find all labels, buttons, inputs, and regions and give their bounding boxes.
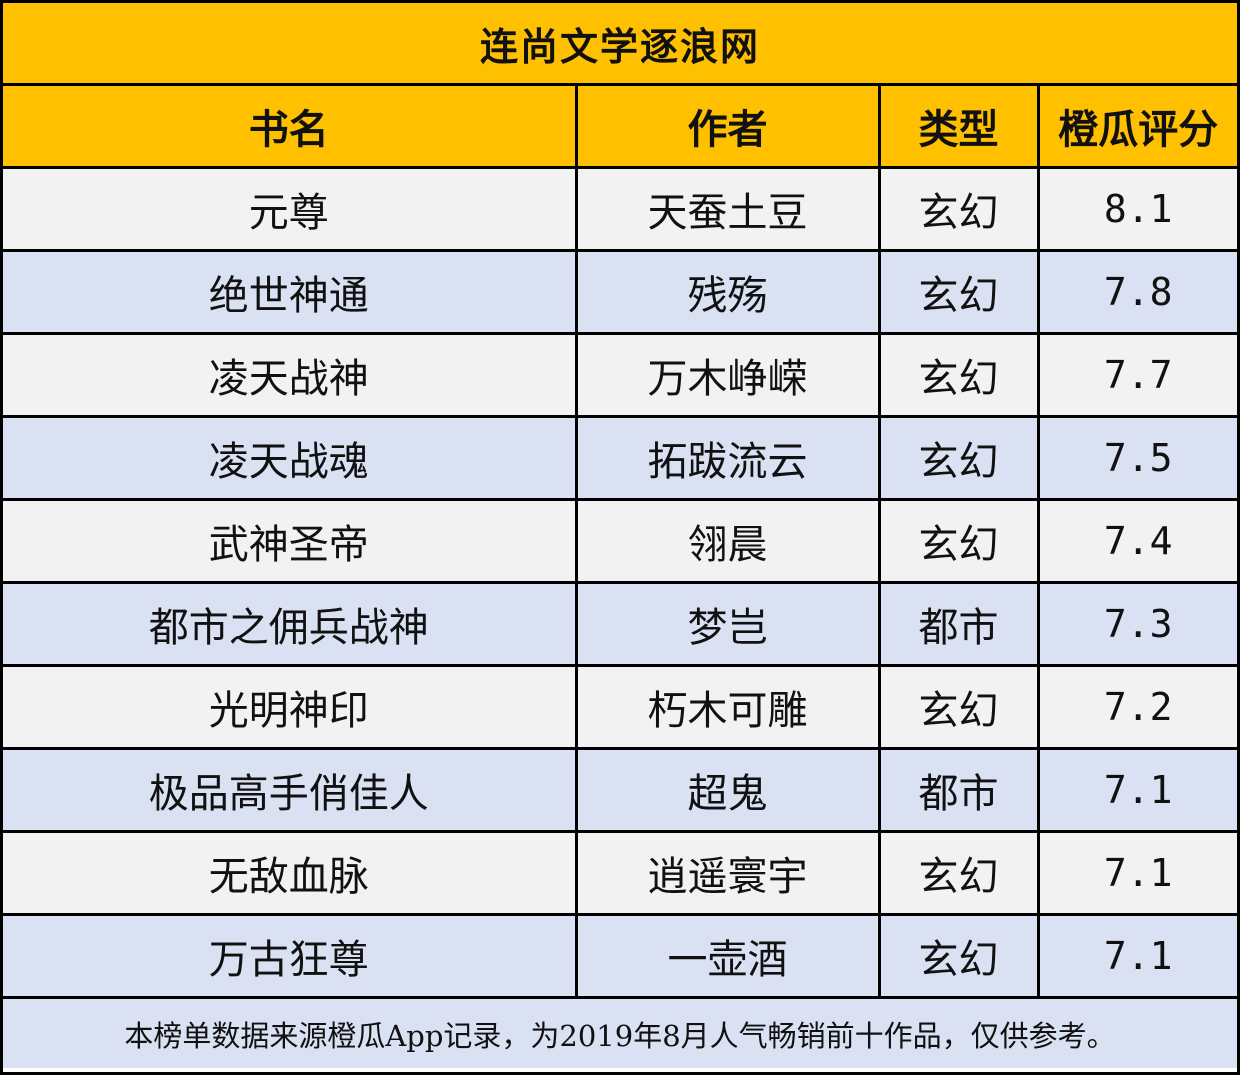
table-row: 元尊 天蚕土豆 玄幻 8.1 [3,167,1237,252]
genre-cell: 玄幻 [879,499,1040,584]
score-cell: 7.3 [1038,582,1237,667]
score-cell: 7.5 [1038,416,1237,501]
score-cell: 7.1 [1038,914,1237,999]
table-row: 极品高手俏佳人 超鬼 都市 7.1 [3,748,1237,833]
author-cell: 翎晨 [576,499,881,584]
genre-cell: 玄幻 [879,831,1040,916]
book-name-cell: 凌天战神 [3,333,578,418]
score-cell: 7.2 [1038,665,1237,750]
header-row: 书名 作者 类型 橙瓜评分 [3,86,1237,169]
table-row: 武神圣帝 翎晨 玄幻 7.4 [3,499,1237,584]
footnote: 本榜单数据来源橙瓜App记录，为2019年8月人气畅销前十作品，仅供参考。 [3,999,1237,1068]
genre-cell: 玄幻 [879,416,1040,501]
book-name-cell: 绝世神通 [3,250,578,335]
book-name-cell: 无敌血脉 [3,831,578,916]
book-name-cell: 元尊 [3,167,578,252]
score-cell: 7.1 [1038,831,1237,916]
genre-cell: 玄幻 [879,914,1040,999]
genre-cell: 玄幻 [879,250,1040,335]
ranking-table: 书名 作者 类型 橙瓜评分 元尊 天蚕土豆 玄幻 8.1 绝世神通 残殇 玄幻 … [3,86,1237,999]
genre-cell: 玄幻 [879,333,1040,418]
author-cell: 一壶酒 [576,914,881,999]
header-author: 作者 [576,86,881,169]
header-book-name: 书名 [3,86,578,169]
header-score: 橙瓜评分 [1038,86,1237,169]
score-cell: 7.4 [1038,499,1237,584]
author-cell: 天蚕土豆 [576,167,881,252]
author-cell: 万木峥嵘 [576,333,881,418]
book-name-cell: 极品高手俏佳人 [3,748,578,833]
book-name-cell: 光明神印 [3,665,578,750]
author-cell: 残殇 [576,250,881,335]
score-cell: 8.1 [1038,167,1237,252]
table-row: 万古狂尊 一壶酒 玄幻 7.1 [3,914,1237,999]
genre-cell: 都市 [879,748,1040,833]
genre-cell: 都市 [879,582,1040,667]
table-title: 连尚文学逐浪网 [3,3,1237,86]
author-cell: 逍遥寰宇 [576,831,881,916]
table-row: 光明神印 朽木可雕 玄幻 7.2 [3,665,1237,750]
score-cell: 7.1 [1038,748,1237,833]
genre-cell: 玄幻 [879,665,1040,750]
table-row: 都市之佣兵战神 梦岂 都市 7.3 [3,582,1237,667]
book-name-cell: 都市之佣兵战神 [3,582,578,667]
author-cell: 朽木可雕 [576,665,881,750]
author-cell: 梦岂 [576,582,881,667]
book-name-cell: 万古狂尊 [3,914,578,999]
genre-cell: 玄幻 [879,167,1040,252]
score-cell: 7.7 [1038,333,1237,418]
author-cell: 拓跋流云 [576,416,881,501]
author-cell: 超鬼 [576,748,881,833]
book-name-cell: 武神圣帝 [3,499,578,584]
table-row: 无敌血脉 逍遥寰宇 玄幻 7.1 [3,831,1237,916]
table-row: 绝世神通 残殇 玄幻 7.8 [3,250,1237,335]
table-row: 凌天战神 万木峥嵘 玄幻 7.7 [3,333,1237,418]
header-genre: 类型 [879,86,1040,169]
score-cell: 7.8 [1038,250,1237,335]
book-name-cell: 凌天战魂 [3,416,578,501]
table-row: 凌天战魂 拓跋流云 玄幻 7.5 [3,416,1237,501]
